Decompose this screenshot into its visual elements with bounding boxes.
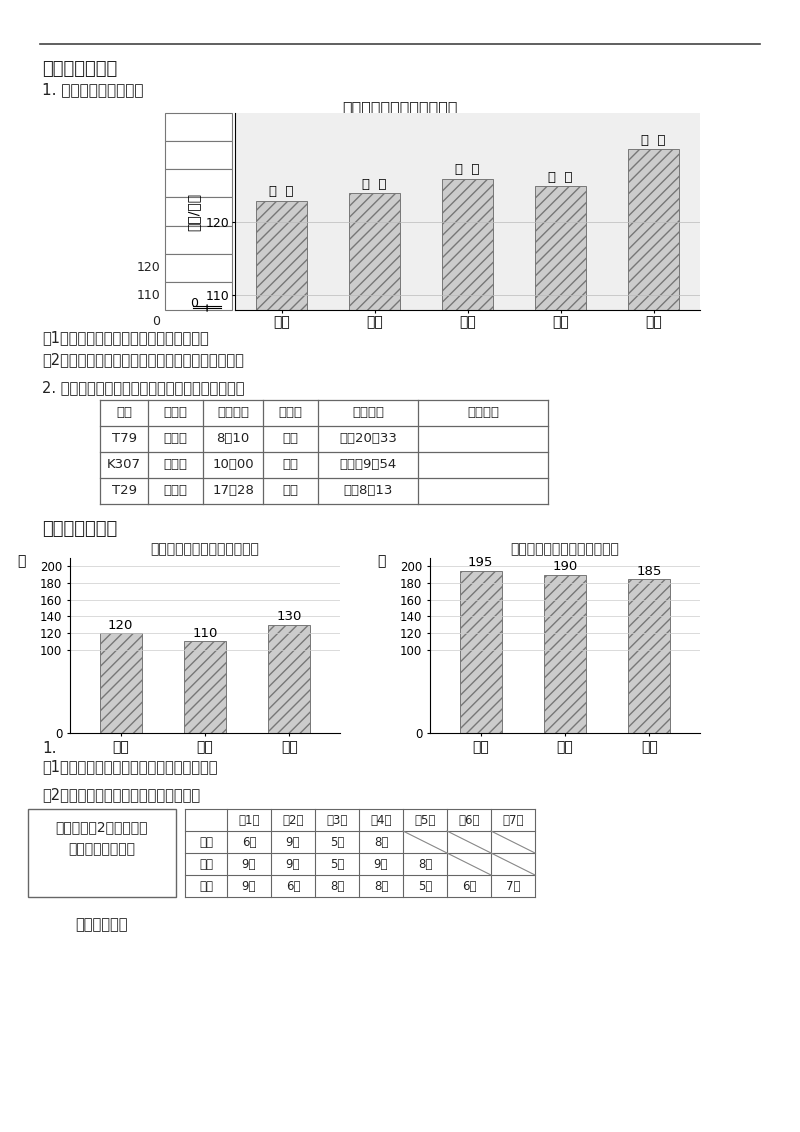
Text: 北京西: 北京西 [163,484,187,497]
Text: 运行时间: 运行时间 [467,406,499,420]
Text: 130: 130 [277,610,302,624]
Bar [184,642,226,734]
Text: 8个: 8个 [418,858,432,871]
Text: 谁投得最好？: 谁投得最好？ [75,917,127,932]
Bar [628,149,679,1098]
Text: 120: 120 [136,261,160,274]
Text: 第6次: 第6次 [458,814,480,826]
Text: 开车时间: 开车时间 [217,406,249,420]
Text: （1）他们中谁最有可能入选学校篮球队？: （1）他们中谁最有可能入选学校篮球队？ [42,331,209,345]
Bar [165,282,232,310]
Text: 5个: 5个 [330,835,344,849]
Text: 武昌: 武昌 [282,432,298,446]
Text: 当日20：33: 当日20：33 [339,432,397,446]
Text: 次日8：13: 次日8：13 [343,484,393,497]
Bar [628,578,670,734]
Bar [165,170,232,197]
Text: 北京西: 北京西 [163,458,187,472]
Text: 110: 110 [136,290,160,302]
Text: 右图是三（2）班几名同: 右图是三（2）班几名同 [56,820,148,834]
Bar [165,113,232,142]
Text: 9个: 9个 [374,858,388,871]
Bar [442,179,493,1098]
Text: 110: 110 [192,627,218,640]
Text: 五名运动员身高情况统计图: 五名运动员身高情况统计图 [342,100,458,115]
Text: 第7次: 第7次 [502,814,524,826]
Text: 120: 120 [108,619,134,632]
Text: 第5次: 第5次 [414,814,436,826]
Text: 185: 185 [637,565,662,577]
Text: 谢恩: 谢恩 [199,858,213,871]
Text: 17：28: 17：28 [212,484,254,497]
Text: 1. 把统计图补充完整。: 1. 把统计图补充完整。 [42,82,143,97]
Y-axis label: 身高/厘米: 身高/厘米 [186,192,200,231]
Bar [165,254,232,282]
Text: 车次: 车次 [116,406,132,420]
Bar [459,571,502,734]
Text: 9个: 9个 [286,858,300,871]
Text: （  ）: （ ） [642,135,666,147]
Text: 7个: 7个 [506,880,520,892]
Bar [544,575,586,734]
Text: 广州: 广州 [282,484,298,497]
Text: 杨杰: 杨杰 [199,880,213,892]
Text: 8：10: 8：10 [216,432,250,446]
Text: 甲种饮料第一季度销量统计图: 甲种饮料第一季度销量统计图 [150,542,259,556]
Text: 10：00: 10：00 [212,458,254,472]
Text: 第4次: 第4次 [370,814,392,826]
Text: （1）哪个季度的月平均销售量多？多多少？: （1）哪个季度的月平均销售量多？多多少？ [42,758,218,774]
Text: 厦门: 厦门 [282,458,298,472]
Text: 9个: 9个 [286,835,300,849]
Y-axis label: 箱: 箱 [378,555,386,568]
Text: T29: T29 [111,484,137,497]
Bar [256,200,307,1098]
Text: 190: 190 [552,560,578,574]
Bar [28,809,176,897]
Text: （2）请你列式算出这些运动员的平均身高是多少？: （2）请你列式算出这些运动员的平均身高是多少？ [42,352,244,367]
Text: 终点站: 终点站 [278,406,302,420]
Text: 8个: 8个 [330,880,344,892]
Bar [535,186,586,1098]
Text: （  ）: （ ） [362,178,386,191]
Text: 5个: 5个 [418,880,432,892]
Text: 9个: 9个 [242,880,256,892]
Text: 0: 0 [190,297,198,310]
Text: 七、解决问题：: 七、解决问题： [42,520,118,538]
Text: 8个: 8个 [374,880,388,892]
Text: （  ）: （ ） [548,171,573,183]
Text: 2. 观察下表，计算出火车运行的时间并填在表中。: 2. 观察下表，计算出火车运行的时间并填在表中。 [42,380,245,395]
Text: 6个: 6个 [286,880,300,892]
Text: 第二天9：54: 第二天9：54 [339,458,397,472]
Text: 5个: 5个 [330,858,344,871]
Text: 学套圈情况统计表: 学套圈情况统计表 [69,842,135,856]
Text: 刘晓: 刘晓 [199,835,213,849]
Text: 0: 0 [152,315,160,328]
Text: 6个: 6个 [242,835,256,849]
Text: （2）从统计图中你还能发现什么信息？: （2）从统计图中你还能发现什么信息？ [42,787,200,801]
Bar [268,625,310,734]
Text: 第3次: 第3次 [326,814,348,826]
Text: 甲种饮料第三季度销量统计图: 甲种饮料第三季度销量统计图 [510,542,619,556]
Text: （  ）: （ ） [270,186,294,198]
Bar [165,197,232,225]
Text: 北京西: 北京西 [163,432,187,446]
Text: 8个: 8个 [374,835,388,849]
Text: 到达时间: 到达时间 [352,406,384,420]
Bar [165,142,232,170]
Text: K307: K307 [107,458,141,472]
Text: T79: T79 [111,432,137,446]
Y-axis label: 箱: 箱 [18,555,26,568]
Text: 第1次: 第1次 [238,814,260,826]
Text: （  ）: （ ） [455,163,480,177]
Text: 9个: 9个 [242,858,256,871]
Text: 始发站: 始发站 [163,406,187,420]
Text: 第2次: 第2次 [282,814,304,826]
Bar [349,194,400,1098]
Bar [165,225,232,254]
Text: 6个: 6个 [462,880,476,892]
Text: 195: 195 [468,556,494,569]
Bar [99,633,142,734]
Text: 1.: 1. [42,741,57,756]
Text: 六、实践操作：: 六、实践操作： [42,60,118,78]
